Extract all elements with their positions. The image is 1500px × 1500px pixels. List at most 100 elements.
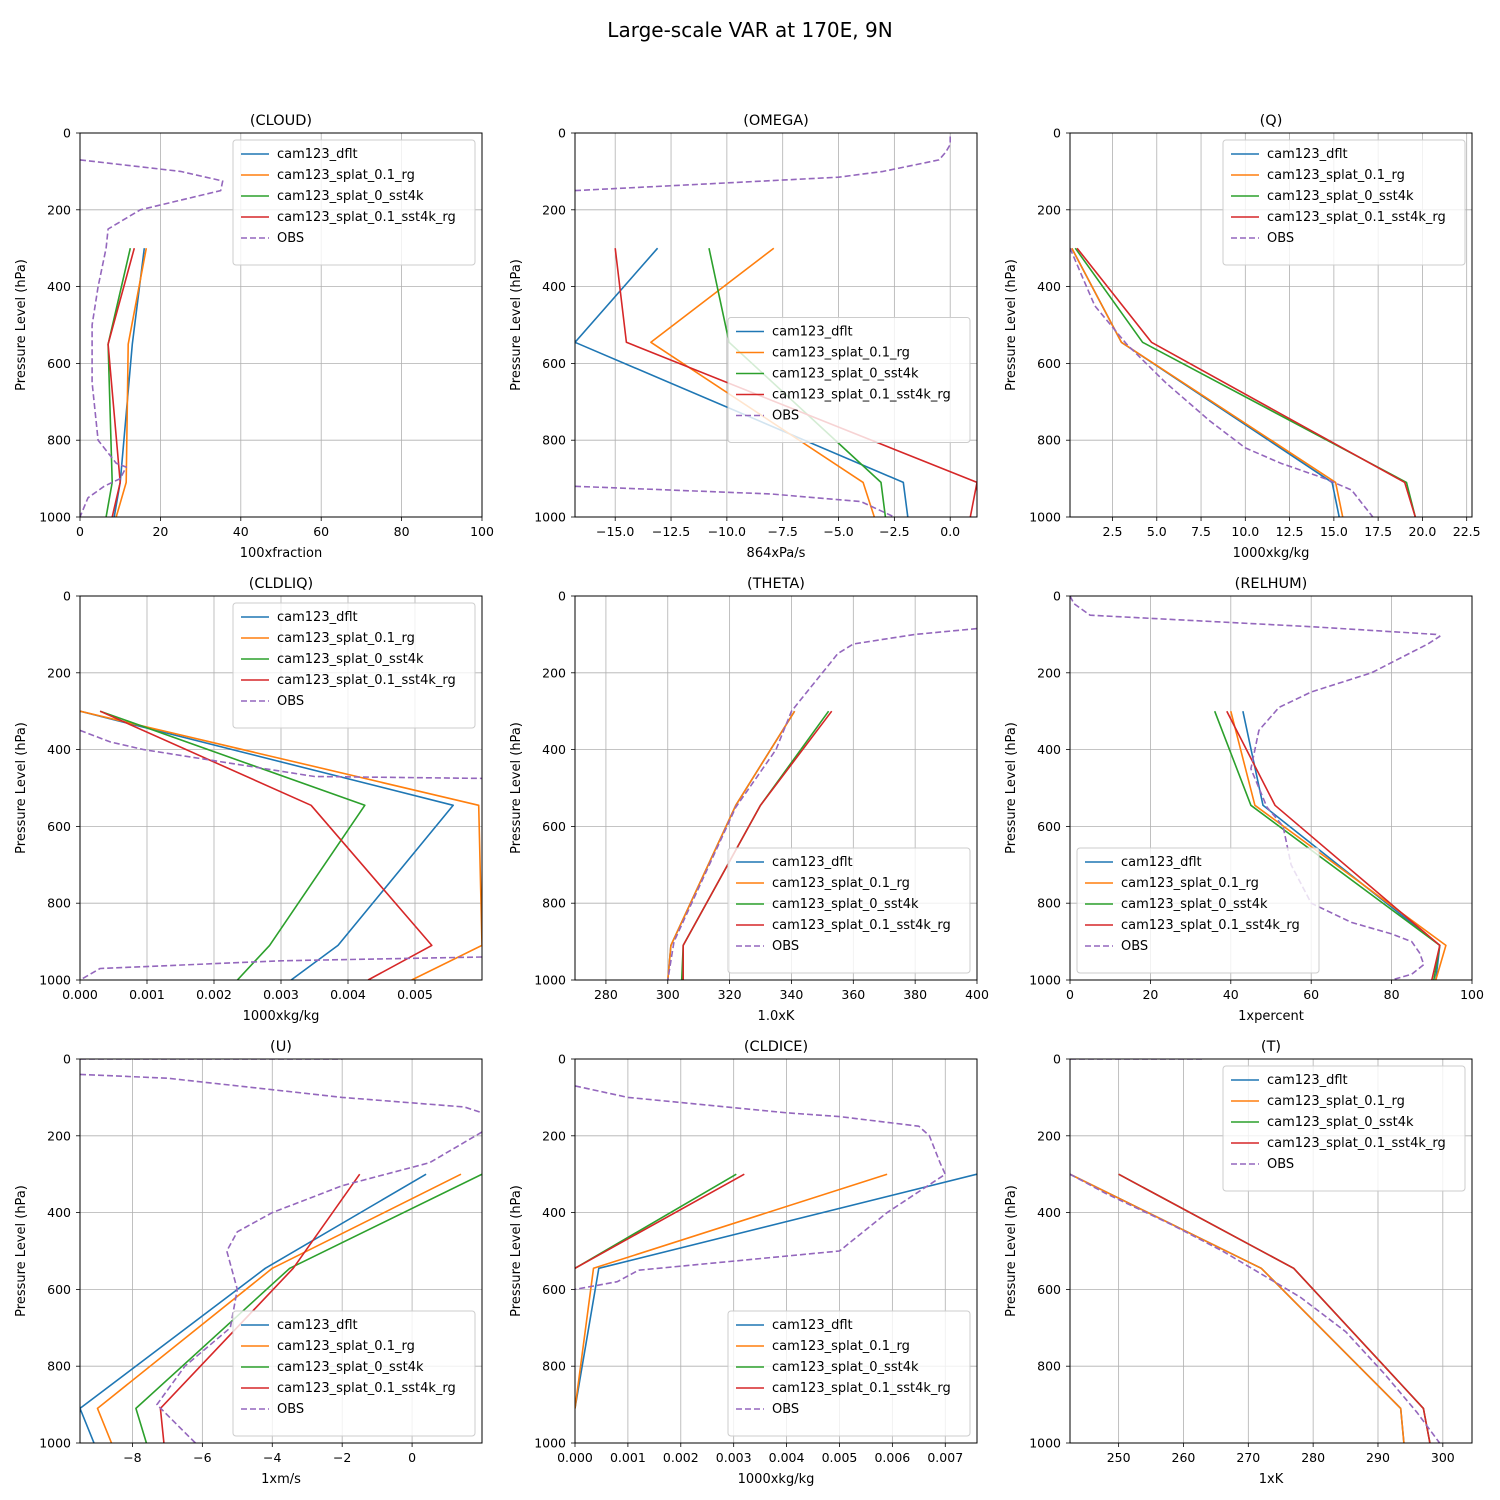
y-tick-label: 800 bbox=[1037, 433, 1061, 448]
panel-title: (OMEGA) bbox=[743, 113, 809, 129]
y-tick-label: 0 bbox=[558, 1052, 566, 1067]
y-axis-label: Pressure Level (hPa) bbox=[14, 259, 29, 391]
legend-label: cam123_dflt bbox=[277, 147, 358, 162]
y-tick-label: 400 bbox=[1037, 1205, 1061, 1220]
x-tick-label: 270 bbox=[1236, 1450, 1260, 1465]
series-line bbox=[115, 248, 148, 517]
x-tick-label: 0 bbox=[1066, 987, 1074, 1002]
series-line bbox=[1070, 1173, 1405, 1443]
x-tick-label: 0.005 bbox=[397, 987, 433, 1002]
series-line bbox=[80, 1073, 482, 1114]
y-tick-label: 600 bbox=[47, 1282, 71, 1297]
series-line bbox=[575, 1085, 947, 1291]
legend-label: cam123_splat_0_sst4k bbox=[772, 897, 919, 912]
legend-label: cam123_splat_0_sst4k bbox=[277, 189, 424, 204]
x-tick-label: 400 bbox=[965, 987, 989, 1002]
series-line bbox=[80, 710, 482, 980]
y-axis-label: Pressure Level (hPa) bbox=[14, 1185, 29, 1317]
y-tick-label: 1000 bbox=[39, 1436, 71, 1451]
chart-panel: (OMEGA) −15.0 −12.5 −10.0 −7.5 −5.0 −2.5 0.0 0 20… bbox=[509, 113, 978, 561]
x-tick-label: 20.0 bbox=[1408, 524, 1436, 539]
legend: cam123_dflt cam123_splat_0.1_rg cam123_spl… bbox=[1222, 1065, 1466, 1192]
legend-label: OBS bbox=[772, 1402, 799, 1417]
series-line bbox=[99, 710, 433, 980]
x-tick-label: −2.5 bbox=[879, 524, 909, 539]
legend-label: cam123_splat_0_sst4k bbox=[277, 1360, 424, 1375]
legend-label: cam123_splat_0_sst4k bbox=[772, 1360, 919, 1375]
legend-label: cam123_dflt bbox=[277, 1318, 358, 1333]
y-tick-label: 600 bbox=[47, 819, 71, 834]
legend-box bbox=[232, 602, 476, 729]
y-tick-label: 200 bbox=[542, 665, 566, 680]
legend: cam123_dflt cam123_splat_0.1_rg cam123_spl… bbox=[727, 1310, 971, 1437]
series-line bbox=[1071, 247, 1344, 517]
legend: cam123_dflt cam123_splat_0.1_rg cam123_spl… bbox=[232, 1310, 476, 1437]
chart-panel: (CLOUD)0 20 40 60 80 10002004006008001000100x… bbox=[14, 113, 494, 561]
x-tick-label: −4 bbox=[263, 1450, 281, 1465]
series-line bbox=[1230, 711, 1447, 980]
x-tick-label: 250 bbox=[1107, 1450, 1131, 1465]
y-axis-label: Pressure Level (hPa) bbox=[509, 259, 524, 391]
y-tick-label: 200 bbox=[542, 202, 566, 217]
x-tick-label: −8 bbox=[123, 1450, 141, 1465]
x-tick-label: 300 bbox=[656, 987, 680, 1002]
x-tick-label: 300 bbox=[1431, 1450, 1455, 1465]
legend: cam123_dflt cam123_splat_0.1_rg cam123_spl… bbox=[1222, 139, 1466, 266]
legend-box bbox=[1076, 847, 1320, 974]
legend-label: cam123_splat_0.1_rg bbox=[1121, 876, 1259, 891]
y-tick-label: 600 bbox=[1037, 819, 1061, 834]
x-tick-label: 260 bbox=[1172, 1450, 1196, 1465]
legend-label: cam123_splat_0_sst4k bbox=[772, 367, 919, 382]
legend-label: cam123_dflt bbox=[277, 610, 358, 625]
y-tick-label: 600 bbox=[542, 356, 566, 371]
legend-label: cam123_splat_0.1_sst4k_rg bbox=[772, 388, 951, 403]
y-tick-label: 0 bbox=[1053, 1052, 1061, 1067]
x-tick-label: 280 bbox=[594, 987, 618, 1002]
series-line bbox=[575, 485, 895, 517]
x-tick-label: 100 bbox=[1460, 987, 1484, 1002]
y-tick-label: 200 bbox=[542, 1128, 566, 1143]
y-tick-label: 0 bbox=[63, 126, 71, 141]
series-line bbox=[96, 1173, 462, 1443]
axes-frame bbox=[574, 1058, 978, 1444]
x-tick-label: −6 bbox=[193, 1450, 211, 1465]
axes-frame bbox=[574, 595, 978, 981]
legend-label: OBS bbox=[1267, 231, 1294, 246]
x-tick-label: 5.0 bbox=[1147, 524, 1167, 539]
panel-title: (CLDICE) bbox=[744, 1039, 808, 1055]
x-tick-label: 360 bbox=[841, 987, 865, 1002]
y-tick-label: 800 bbox=[47, 433, 71, 448]
y-tick-label: 400 bbox=[542, 279, 566, 294]
y-tick-label: 1000 bbox=[1029, 1436, 1061, 1451]
y-tick-label: 800 bbox=[47, 896, 71, 911]
series-line bbox=[1118, 1173, 1431, 1443]
y-tick-label: 400 bbox=[47, 742, 71, 757]
legend-box bbox=[1222, 1065, 1466, 1192]
legend-label: OBS bbox=[277, 231, 304, 246]
x-tick-label: −10.0 bbox=[708, 524, 746, 539]
legend-label: cam123_splat_0.1_sst4k_rg bbox=[1121, 918, 1300, 933]
axes-frame bbox=[1069, 595, 1473, 981]
legend-label: cam123_splat_0.1_sst4k_rg bbox=[1267, 1136, 1446, 1151]
y-tick-label: 200 bbox=[1037, 1128, 1061, 1143]
series-line bbox=[1074, 247, 1417, 517]
y-tick-label: 1000 bbox=[534, 973, 566, 988]
y-axis-label: Pressure Level (hPa) bbox=[1004, 1185, 1019, 1317]
x-axis-label: 1xm/s bbox=[261, 1472, 301, 1487]
x-tick-label: 15.0 bbox=[1320, 524, 1348, 539]
series-line bbox=[667, 710, 796, 980]
y-tick-label: 400 bbox=[1037, 742, 1061, 757]
x-tick-label: 40 bbox=[1223, 987, 1239, 1002]
figure-title: Large-scale VAR at 170E, 9N bbox=[607, 18, 892, 42]
y-tick-label: 600 bbox=[542, 819, 566, 834]
series-line bbox=[1226, 710, 1441, 980]
y-tick-label: 1000 bbox=[1029, 973, 1061, 988]
legend: cam123_dflt cam123_splat_0.1_rg cam123_spl… bbox=[232, 602, 476, 729]
y-tick-label: 1000 bbox=[534, 1436, 566, 1451]
chart-panel: (CLDICE) 0.000 0.001 0.002 0.003 0.004 0.005 0.… bbox=[509, 1039, 978, 1487]
legend-label: cam123_splat_0.1_rg bbox=[277, 631, 415, 646]
x-axis-label: 864xPa/s bbox=[747, 546, 806, 561]
x-tick-label: 17.5 bbox=[1364, 524, 1392, 539]
legend: cam123_dflt cam123_splat_0.1_rg cam123_spl… bbox=[232, 139, 476, 266]
